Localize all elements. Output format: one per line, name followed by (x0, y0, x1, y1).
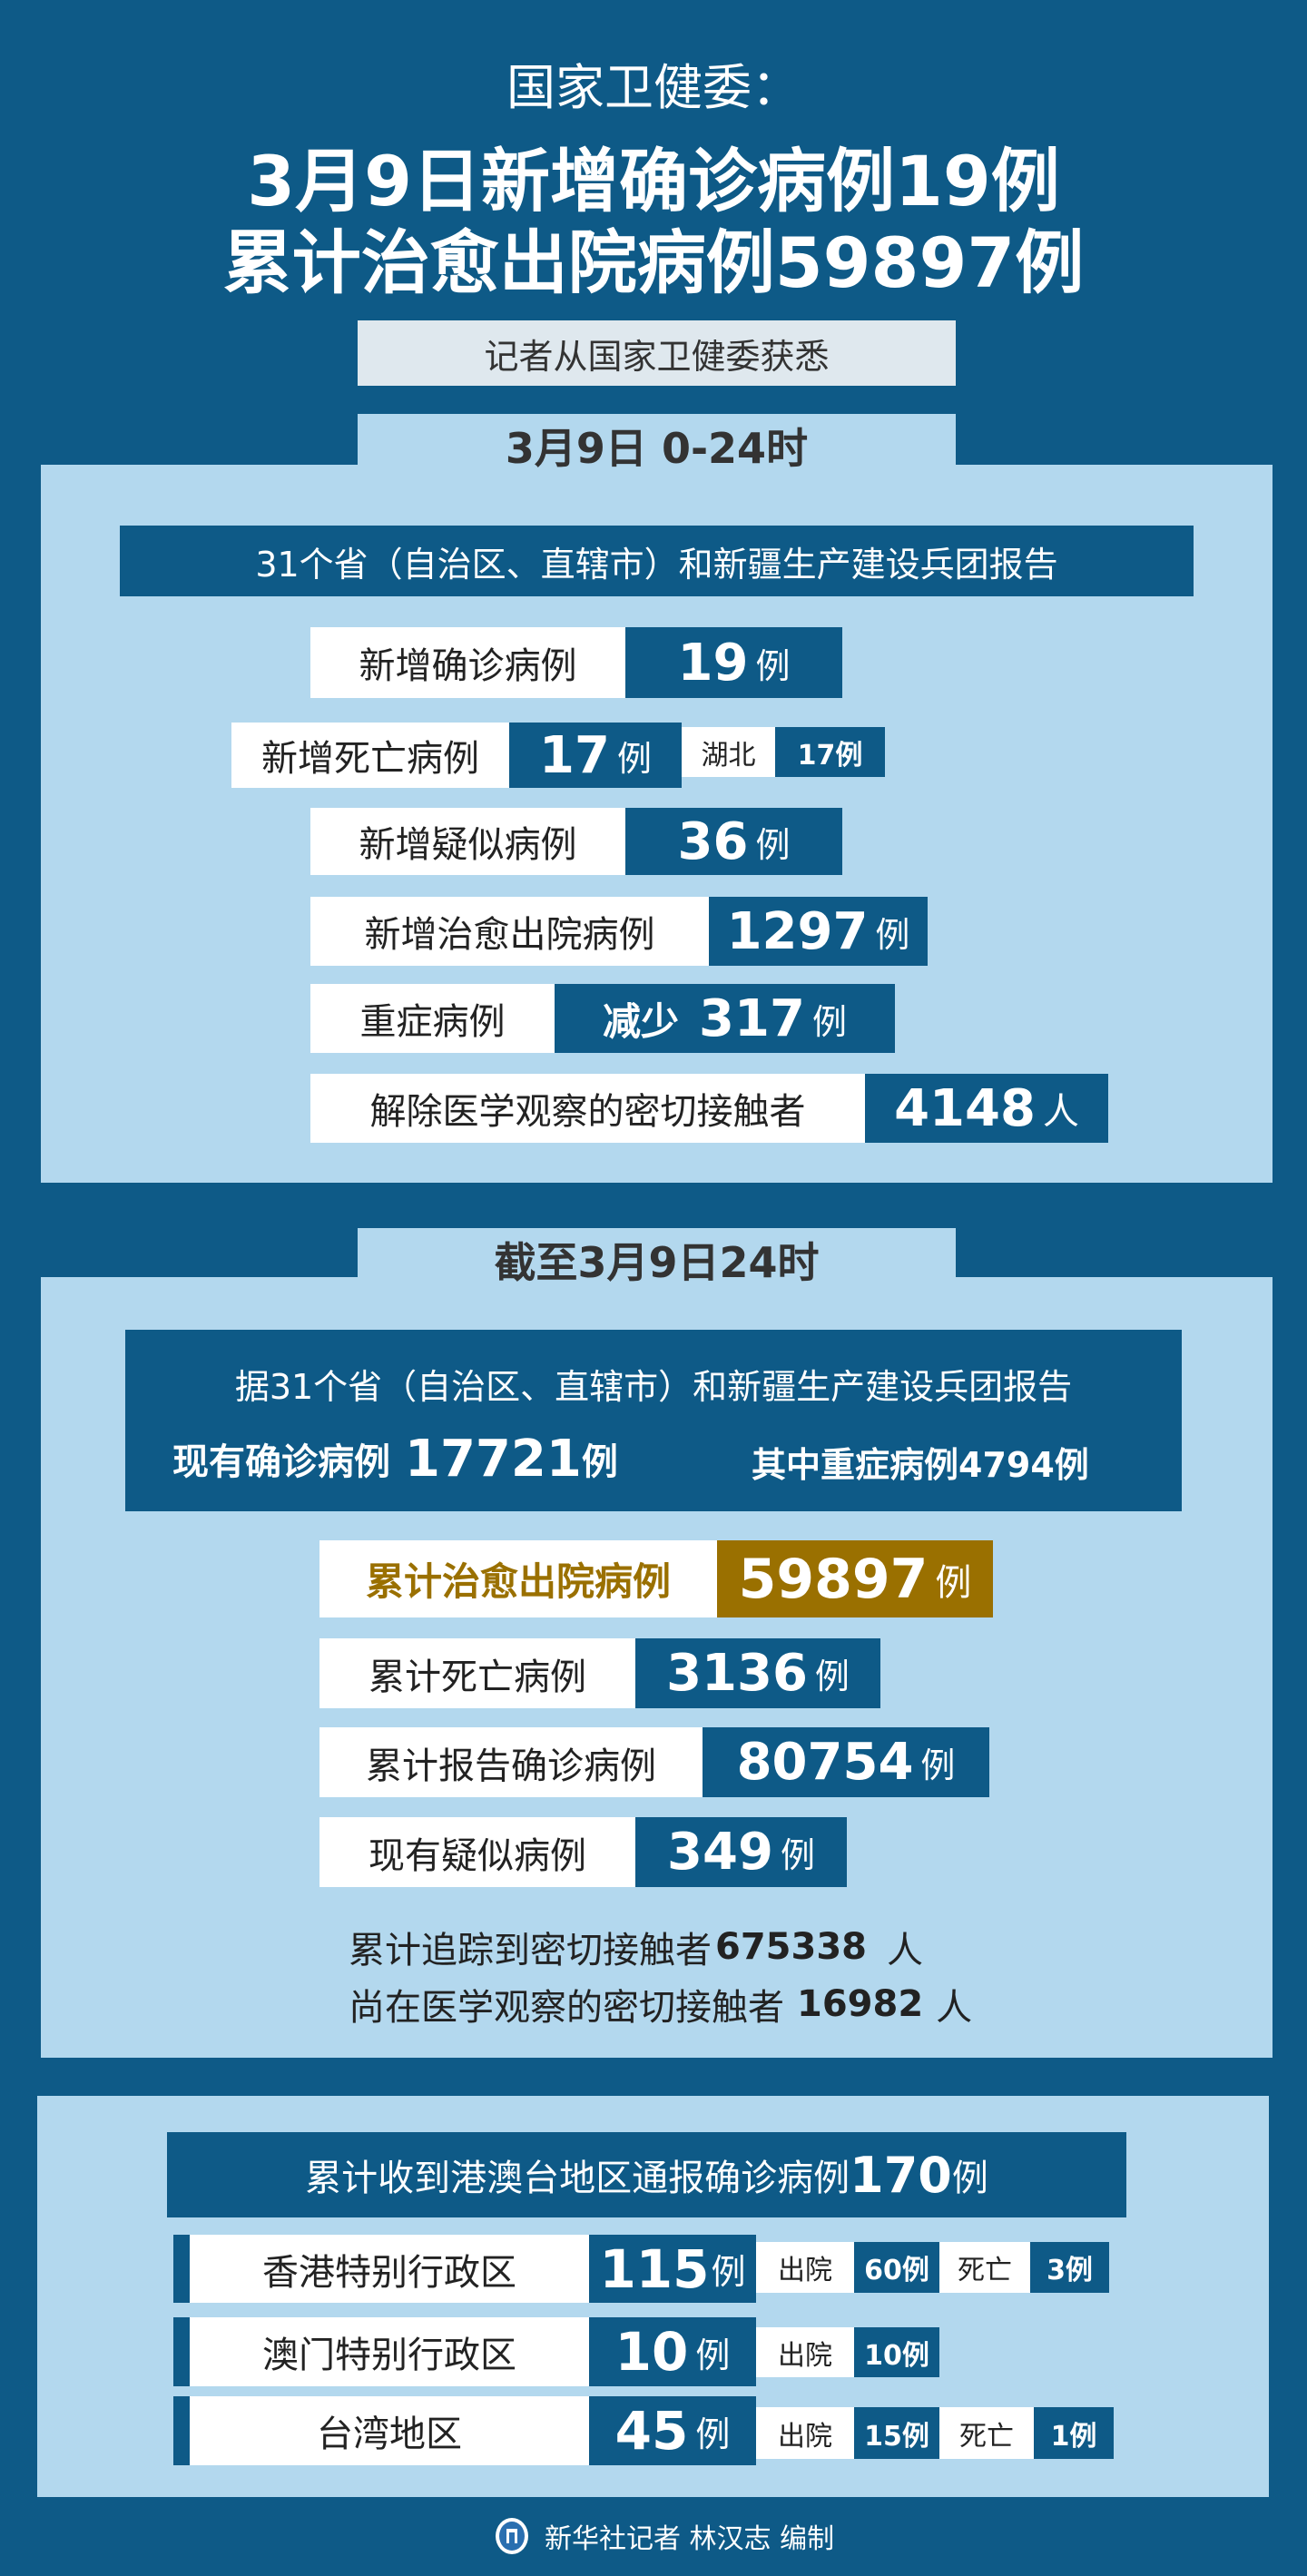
current-suspected-label: 现有疑似病例 (319, 1817, 635, 1887)
total-deaths-label: 累计死亡病例 (319, 1638, 635, 1708)
hubei-label: 湖北 (682, 727, 775, 777)
row-stripe (173, 2317, 190, 2386)
subtitle-box: 记者从国家卫健委获悉 (358, 320, 956, 386)
new-deaths-label: 新增死亡病例 (231, 723, 509, 788)
cumulative-report-box (125, 1330, 1182, 1511)
taiwan-value: 45 例 (589, 2396, 756, 2465)
observed-contacts: 尚在医学观察的密切接触者 16982 人 (349, 1983, 973, 2029)
macau-value: 10 例 (589, 2317, 756, 2386)
total-discharged-label: 累计治愈出院病例 (319, 1540, 717, 1617)
taiwan-deaths-value: 1例 (1034, 2407, 1114, 2459)
row-stripe (173, 2235, 190, 2303)
daily-report-bar: 31个省（自治区、直辖市）和新疆生产建设兵团报告 (120, 526, 1194, 596)
new-confirmed-label: 新增确诊病例 (310, 627, 625, 698)
released-contacts-label: 解除医学观察的密切接触者 (310, 1074, 865, 1143)
total-confirmed-label: 累计报告确诊病例 (319, 1727, 703, 1797)
regions-title: 累计收到港澳台地区通报确诊病例 170 例 (167, 2132, 1126, 2217)
total-confirmed-value: 80754 例 (703, 1727, 989, 1797)
row-stripe (173, 2396, 190, 2465)
hubei-value: 17例 (775, 727, 885, 777)
new-discharged-label: 新增治愈出院病例 (310, 897, 709, 966)
total-discharged-value: 59897 例 (717, 1540, 993, 1617)
cumulative-report: 据31个省（自治区、直辖市）和新疆生产建设兵团报告 (234, 1367, 1073, 1407)
new-discharged-value: 1297 例 (709, 897, 928, 966)
macau-discharged-label: 出院 (756, 2327, 854, 2377)
new-suspected-label: 新增疑似病例 (310, 808, 625, 875)
macau-discharged-value: 10例 (854, 2327, 939, 2377)
headline-2: 累计治愈出院病例59897例 (222, 222, 1085, 303)
new-deaths-value: 17 例 (509, 723, 682, 788)
severe-value: 减少 317 例 (555, 984, 895, 1053)
hk-name: 香港特别行政区 (190, 2235, 589, 2303)
macau-name: 澳门特别行政区 (190, 2317, 589, 2386)
daily-title: 3月9日 0-24时 (358, 414, 956, 477)
new-suspected-value: 36 例 (625, 808, 842, 875)
released-contacts-value: 4148 人 (865, 1074, 1108, 1143)
current-suspected-value: 349 例 (635, 1817, 847, 1887)
new-confirmed-value: 19 例 (625, 627, 842, 698)
hk-value: 115 例 (589, 2235, 756, 2303)
severe-total: 其中重症病例4794例 (752, 1444, 1089, 1485)
hk-discharged-value: 60例 (854, 2242, 939, 2293)
cumulative-title: 截至3月9日24时 (358, 1228, 956, 1292)
footer-credit: 新华社记者 林汉志 编制 (545, 2523, 835, 2555)
taiwan-name: 台湾地区 (190, 2396, 589, 2465)
current-confirmed: 现有确诊病例 17721 例 (172, 1429, 618, 1489)
hk-deaths-label: 死亡 (939, 2242, 1030, 2293)
taiwan-deaths-label: 死亡 (939, 2407, 1034, 2459)
taiwan-discharged-value: 15例 (854, 2407, 939, 2459)
traced-contacts: 累计追踪到密切接触者 675338 人 (349, 1926, 923, 1971)
hk-deaths-value: 3例 (1030, 2242, 1109, 2293)
source-title: 国家卫健委： (506, 59, 801, 116)
headline-1: 3月9日新增确诊病例19例 (247, 141, 1060, 221)
hk-discharged-label: 出院 (756, 2242, 854, 2293)
xinhua-logo-icon (494, 2516, 530, 2556)
total-deaths-value: 3136 例 (635, 1638, 880, 1708)
severe-label: 重症病例 (310, 984, 555, 1053)
taiwan-discharged-label: 出院 (756, 2407, 854, 2459)
